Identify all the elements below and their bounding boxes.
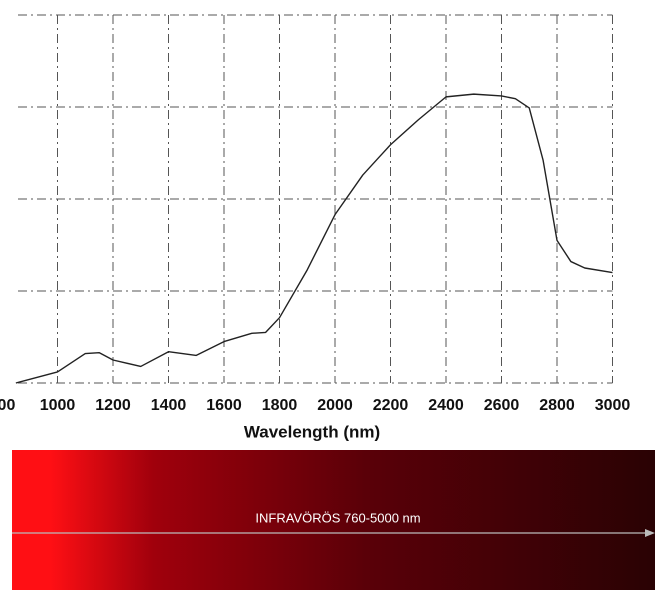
band-label: INFRAVÖRÖS 760-5000 nm <box>255 510 420 525</box>
x-tick-label: 3000 <box>595 397 631 414</box>
x-tick-label: 2600 <box>484 397 520 414</box>
x-tick-label: 1400 <box>151 397 187 414</box>
x-tick-label: 1000 <box>40 397 76 414</box>
x-axis-label: Wavelength (nm) <box>244 422 380 441</box>
data-line <box>15 93 613 384</box>
x-tick-label: 2000 <box>317 397 353 414</box>
x-tick-label: 800 <box>0 397 15 414</box>
x-tick-label: 1800 <box>262 397 298 414</box>
x-tick-label: 2800 <box>539 397 575 414</box>
band-arrow-head <box>645 529 655 537</box>
x-tick-label: 2200 <box>373 397 409 414</box>
infrared-band <box>12 450 655 590</box>
x-tick-label: 1200 <box>95 397 131 414</box>
x-tick-label: 1600 <box>206 397 242 414</box>
x-tick-label: 2400 <box>428 397 464 414</box>
